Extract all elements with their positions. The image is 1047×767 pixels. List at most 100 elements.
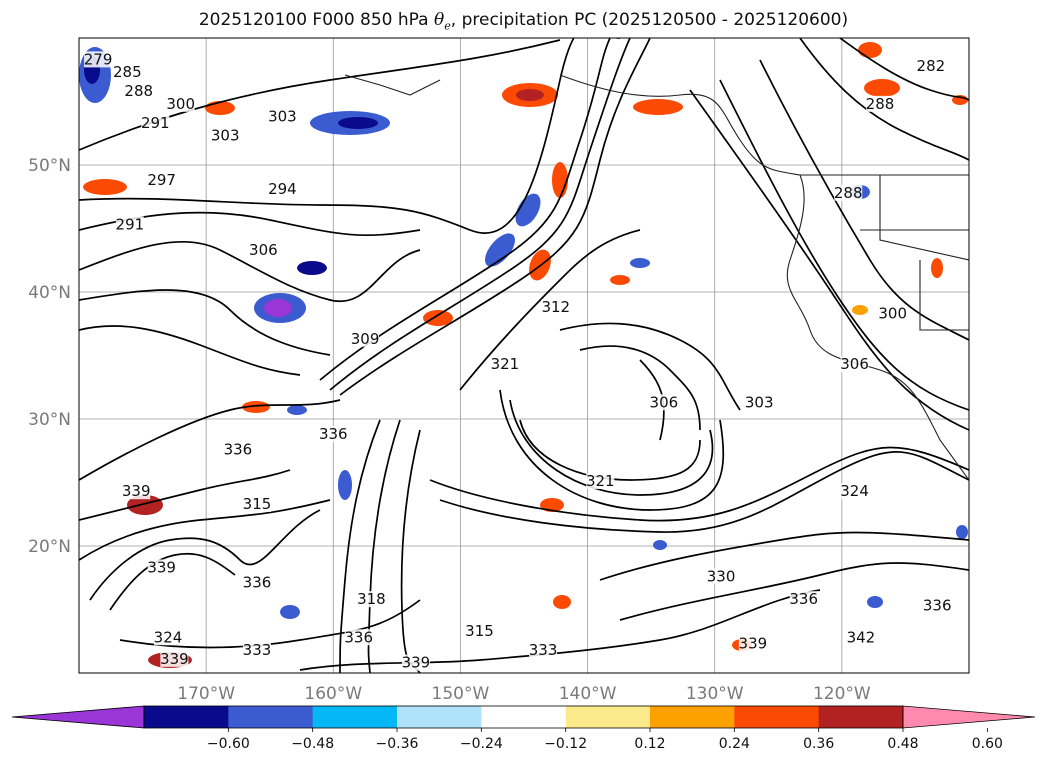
colorbar-segment — [144, 706, 229, 728]
contour-label-bg — [840, 483, 869, 500]
contour-label-bg — [878, 305, 907, 322]
contour-label-bg — [160, 650, 189, 667]
colorbar-segment — [818, 706, 904, 728]
contour-label: 336 — [243, 574, 272, 592]
contour-label: 303 — [268, 108, 297, 126]
contour-label: 306 — [249, 241, 278, 259]
colorbar-tick-label: 0.36 — [803, 736, 834, 752]
lat-tick-label: 30°N — [28, 410, 71, 430]
contour-label-bg — [351, 330, 380, 347]
colorbar-tick-label: 0.24 — [719, 736, 750, 752]
contour-label: 282 — [917, 57, 946, 75]
contour-label-bg — [529, 641, 558, 658]
contour-label-bg — [834, 184, 863, 201]
contour-label: 306 — [650, 393, 679, 411]
longitude-labels: 170°W 160°W 150°W 140°W 130°W 120°W — [177, 684, 871, 704]
contour-label: 285 — [113, 63, 142, 81]
map-title: 2025120100 F000 850 hPa θe, precipitatio… — [0, 10, 1047, 32]
colorbar-tick-label: 0.60 — [972, 736, 1003, 752]
contour-label: 318 — [357, 590, 386, 608]
colorbar-tick-label: −0.48 — [291, 736, 334, 752]
theta-symbol: θe — [434, 10, 451, 33]
contour-label-bg — [789, 591, 818, 608]
colorbar-segment — [734, 706, 820, 728]
colorbar-extend-low — [11, 705, 145, 729]
colorbar-extend-high — [902, 705, 1036, 729]
colorbar-tick-label: 0.12 — [634, 736, 665, 752]
contour-label-bg — [541, 299, 570, 316]
contour-label-bg — [916, 57, 945, 74]
colorbar-segment — [228, 706, 314, 728]
contour-label: 300 — [166, 95, 195, 113]
lon-tick-label: 160°W — [304, 684, 362, 704]
contour-label-bg — [745, 394, 774, 411]
contour-label: 321 — [586, 472, 615, 490]
contour-label: 315 — [243, 495, 272, 513]
contour-label: 333 — [243, 641, 272, 659]
contour-label: 309 — [351, 330, 380, 348]
contour-label-bg — [243, 641, 271, 658]
contour-label-bg — [147, 172, 176, 189]
contour-label-bg — [268, 180, 297, 197]
contour-label-bg — [243, 495, 271, 512]
lon-tick-label: 120°W — [813, 684, 871, 704]
colorbar-tick-label: −0.60 — [207, 736, 250, 752]
latitude-labels: 20°N 30°N 40°N 50°N — [28, 156, 71, 557]
contour-label: 339 — [147, 558, 176, 576]
coastlines — [344, 74, 969, 481]
contour-label: 291 — [141, 114, 170, 132]
contour-label: 279 — [84, 50, 113, 68]
title-prefix: 2025120100 F000 850 hPa — [198, 10, 434, 30]
contour-label-bg — [344, 629, 373, 646]
theta-e-contours — [79, 38, 969, 673]
lat-tick-label: 40°N — [28, 283, 71, 303]
contour-label-bg — [846, 629, 875, 646]
contour-label: 291 — [116, 216, 145, 234]
contour-label-bg — [141, 114, 170, 131]
contour-label: 339 — [122, 482, 151, 500]
contour-label-bg — [154, 629, 182, 646]
contour-label: 300 — [878, 304, 907, 322]
contour-label: 288 — [866, 95, 895, 113]
title-suffix: , precipitation PC (2025120500 - 2025120… — [450, 10, 849, 30]
colorbar-segment — [650, 706, 735, 728]
contour-label-bg — [586, 473, 615, 490]
contour-label-bg — [923, 597, 952, 614]
lon-tick-label: 140°W — [559, 684, 617, 704]
contour-label-bg — [115, 216, 144, 233]
colorbar-frame — [143, 705, 904, 729]
contour-label-bg — [124, 83, 153, 100]
contour-label-bg — [357, 591, 386, 608]
contour-label-bg — [465, 622, 494, 639]
contour-label: 294 — [268, 180, 297, 198]
contour-label-bg — [243, 574, 271, 591]
contour-label-bg — [147, 559, 176, 576]
contour-label-bg — [866, 95, 894, 112]
lat-tick-label: 20°N — [28, 537, 71, 557]
contour-label-bg — [840, 356, 869, 373]
contour-label: 306 — [840, 355, 869, 373]
contour-label-bg — [166, 95, 195, 112]
lat-tick-label: 50°N — [28, 156, 71, 176]
contour-label: 339 — [402, 654, 431, 672]
contour-label-bg — [84, 51, 113, 68]
colorbar-segment — [481, 706, 567, 728]
contour-label-bg — [401, 654, 430, 671]
contour-label-bg — [249, 241, 278, 258]
contour-label-bg — [707, 568, 736, 585]
lon-tick-label: 150°W — [432, 684, 490, 704]
contour-label: 297 — [147, 171, 176, 189]
colorbar-tick-labels: −0.60 −0.48 −0.36 −0.24 −0.12 0.12 0.24 0.36 0.4… — [207, 728, 1003, 752]
colorbar-segment — [565, 706, 651, 728]
contour-label-bg — [268, 108, 297, 125]
contour-label: 339 — [739, 635, 768, 653]
contour-label: 330 — [707, 567, 736, 585]
colorbar-tick-label: −0.24 — [460, 736, 503, 752]
contour-label-bg — [649, 394, 678, 411]
contour-label: 336 — [344, 628, 373, 646]
colorbar-segment — [397, 706, 482, 728]
colorbar-tick-label: −0.36 — [376, 736, 419, 752]
contour-label-bg — [223, 441, 252, 458]
contour-label-bg — [490, 356, 519, 373]
